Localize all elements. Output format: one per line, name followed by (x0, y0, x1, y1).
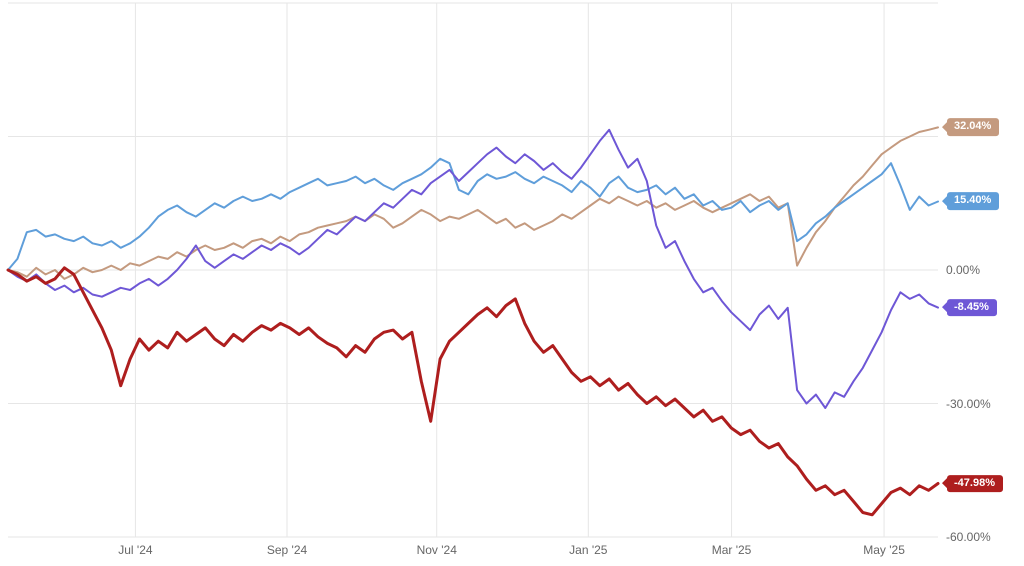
series-line-red-series (6, 266, 940, 517)
y-axis-label: -30.00% (946, 396, 991, 411)
x-axis-label: Jan '25 (569, 543, 608, 557)
x-axis-label: Jul '24 (118, 543, 153, 557)
last-value-badge-blue-series: 15.40% (942, 192, 1000, 211)
last-value-badge-red-series: -47.98% (942, 474, 1003, 493)
x-axis-label: Sep '24 (266, 543, 308, 557)
badge-left-arrow-icon (942, 302, 947, 313)
x-axis-label: May '25 (863, 543, 905, 557)
x-axis-label: Mar '25 (711, 543, 752, 557)
series-line-tan-series (7, 126, 939, 280)
series-line-blue-series (7, 157, 939, 271)
badge-left-arrow-icon (942, 122, 947, 133)
last-value-badge-tan-series: 32.04% (942, 118, 1000, 137)
y-axis-label: -60.00% (946, 530, 991, 544)
x-axis-label: Nov '24 (416, 543, 457, 557)
badge-left-arrow-icon (942, 196, 947, 207)
last-value-badge-purple-series: -8.45% (942, 298, 997, 317)
y-axis-label: 0.00% (946, 263, 981, 277)
badge-left-arrow-icon (942, 478, 947, 489)
series-line-purple-series (7, 128, 939, 409)
